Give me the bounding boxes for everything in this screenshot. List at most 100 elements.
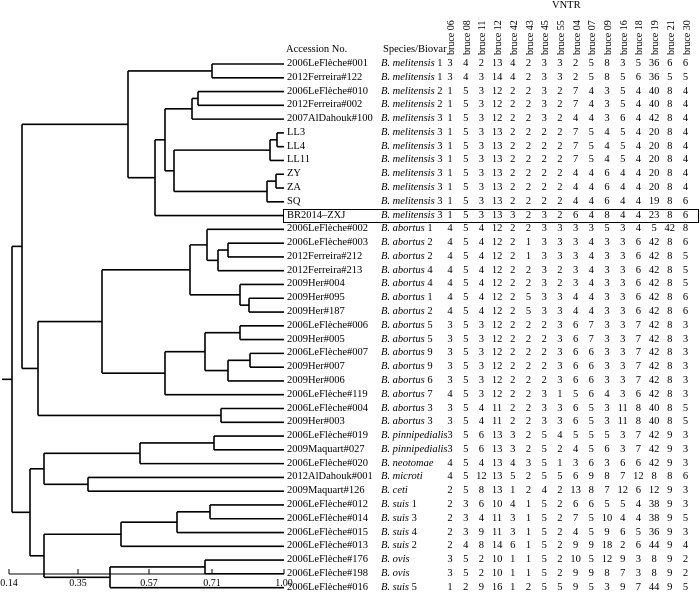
vntr-value: 3 <box>463 512 469 524</box>
vntr-value: 4 <box>682 168 689 180</box>
vntr-value: 3 <box>620 278 626 290</box>
accession-label: 2012Ferreira#213 <box>287 264 363 276</box>
vntr-value: 4 <box>635 223 642 235</box>
vntr-value: 4 <box>588 113 594 125</box>
vntr-value: 4 <box>478 416 485 428</box>
vntr-value: 8 <box>667 319 673 331</box>
locus-header: bruce 45 <box>540 20 552 55</box>
vntr-value: 12 <box>491 264 503 276</box>
vntr-value: 4 <box>635 498 642 510</box>
vntr-value: 5 <box>588 430 594 442</box>
vntr-value: 3 <box>682 443 689 455</box>
vntr-value: 5 <box>682 278 689 290</box>
vntr-value: 4 <box>682 154 689 166</box>
vntr-value: 4 <box>588 168 594 180</box>
vntr-value: 42 <box>648 292 660 304</box>
vntr-value: 8 <box>604 471 610 483</box>
vntr-value: 4 <box>604 140 610 152</box>
vntr-value: 2 <box>525 347 532 359</box>
vntr-value: 5 <box>463 374 469 386</box>
vntr-value: 3 <box>478 388 485 400</box>
vntr-value: 3 <box>478 182 485 194</box>
vntr-value: 5 <box>541 554 547 566</box>
vntr-value: 3 <box>541 71 547 83</box>
vntr-value: 42 <box>648 457 660 469</box>
axis-tick-label: 1.00 <box>275 578 293 589</box>
vntr-value: 1 <box>557 457 563 469</box>
species-label: B. melitensis 1 <box>381 71 443 83</box>
vntr-value: 4 <box>620 182 626 194</box>
vntr-value: 1 <box>525 237 532 249</box>
vntr-value: 1 <box>557 388 563 400</box>
vntr-value: 3 <box>682 333 689 345</box>
vntr-value: 2 <box>525 416 532 428</box>
vntr-value: 5 <box>463 388 469 400</box>
vntr-value: 4 <box>620 168 626 180</box>
vntr-value: 6 <box>635 306 642 318</box>
locus-header: bruce 07 <box>587 20 599 55</box>
vntr-value: 5 <box>463 567 469 579</box>
vntr-value: 5 <box>604 498 610 510</box>
vntr-value: 44 <box>648 540 660 552</box>
vntr-value: 5 <box>682 581 689 593</box>
vntr-value: 5 <box>463 430 469 442</box>
vntr-value: 42 <box>648 361 660 373</box>
vntr-value: 5 <box>620 71 626 83</box>
accession-label: LL3 <box>287 126 306 138</box>
vntr-value: 5 <box>682 416 689 428</box>
vntr-value: 7 <box>572 85 579 97</box>
vntr-value: 2 <box>510 223 516 235</box>
vntr-value: 3 <box>478 99 485 111</box>
vntr-value: 3 <box>604 457 610 469</box>
vntr-value: 5 <box>620 140 626 152</box>
vntr-value: 1 <box>525 554 532 566</box>
accession-label: 2009Her#007 <box>287 361 345 373</box>
vntr-value: 9 <box>667 443 673 455</box>
vntr-value: 1 <box>447 140 453 152</box>
vntr-value: 2 <box>510 292 516 304</box>
vntr-value: 4 <box>572 443 579 455</box>
accession-label: 2012Ferreira#002 <box>287 99 363 111</box>
vntr-value: 8 <box>604 567 610 579</box>
vntr-value: 6 <box>667 58 673 69</box>
vntr-value: 4 <box>478 278 485 290</box>
vntr-value: 42 <box>648 250 660 262</box>
vntr-value: 2 <box>557 99 563 111</box>
vntr-value: 2 <box>525 223 532 235</box>
vntr-value: 4 <box>682 126 689 138</box>
vntr-value: 3 <box>447 333 453 345</box>
vntr-value: 1 <box>447 182 453 194</box>
vntr-value: 8 <box>604 58 610 69</box>
vntr-value: 5 <box>682 71 689 83</box>
vntr-value: 6 <box>635 485 642 497</box>
vntr-value: 6 <box>682 209 689 221</box>
species-label: B. abortus 4 <box>381 264 433 276</box>
vntr-value: 4 <box>620 209 626 221</box>
vntr-value: 3 <box>620 264 626 276</box>
vntr-value: 3 <box>541 250 547 262</box>
vntr-value: 2 <box>557 195 563 207</box>
species-label: B. melitensis 1 <box>381 58 443 69</box>
vntr-value: 3 <box>478 168 485 180</box>
vntr-value: 4 <box>635 85 642 97</box>
vntr-value: 5 <box>463 250 469 262</box>
vntr-value: 8 <box>667 182 673 194</box>
vntr-value: 5 <box>541 457 547 469</box>
vntr-value: 8 <box>667 347 673 359</box>
vntr-value: 2 <box>510 140 516 152</box>
vntr-value: 6 <box>635 264 642 276</box>
accession-label: 2006LeFlèche#020 <box>287 457 369 469</box>
vntr-value: 2 <box>557 154 563 166</box>
vntr-value: 4 <box>588 85 594 97</box>
vntr-value: 5 <box>463 333 469 345</box>
vntr-value: 3 <box>604 306 610 318</box>
vntr-value: 4 <box>682 99 689 111</box>
vntr-value: 42 <box>648 443 660 455</box>
vntr-value: 10 <box>570 554 581 566</box>
vntr-value: 4 <box>572 113 579 125</box>
accession-label: 2009Her#004 <box>287 278 345 290</box>
vntr-value: 2 <box>541 182 547 194</box>
vntr-value: 4 <box>447 388 453 400</box>
locus-header: bruce 08 <box>461 20 473 55</box>
vntr-value: 2 <box>557 140 563 152</box>
